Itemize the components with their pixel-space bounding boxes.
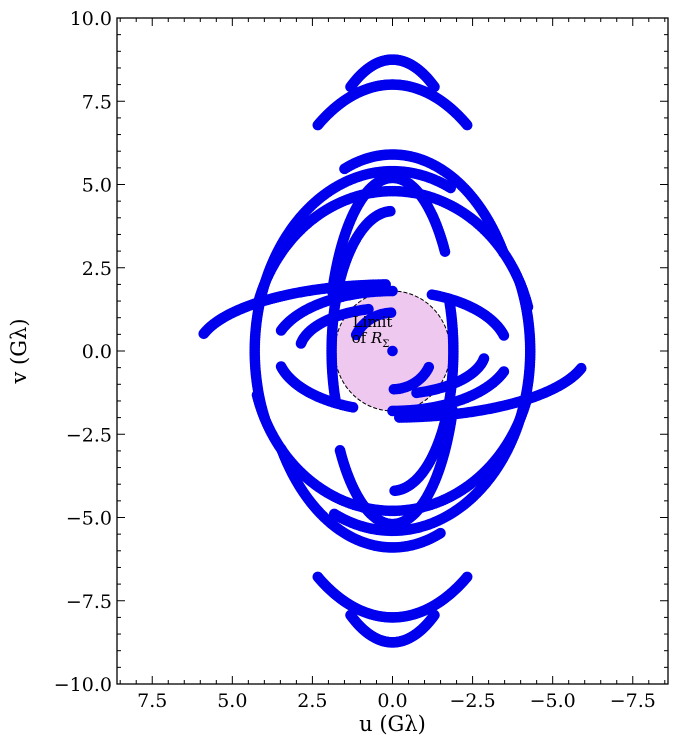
y-tick-label: 10.0 <box>70 8 112 30</box>
uv-point <box>345 81 356 93</box>
x-tick-label: 5.0 <box>217 690 247 712</box>
uv-point <box>387 345 398 357</box>
x-tick-label: −7.5 <box>610 690 656 712</box>
y-tick-label: −2.5 <box>66 424 112 446</box>
y-tick-label: −10.0 <box>54 674 112 696</box>
uv-point <box>275 325 287 336</box>
y-axis-label: v (Gλ) <box>7 318 31 384</box>
uv-point <box>295 338 307 349</box>
y-tick-label: 7.5 <box>82 91 112 113</box>
uv-point <box>312 119 324 131</box>
y-tick-label: 5.0 <box>82 175 112 197</box>
uv-point <box>575 362 587 374</box>
x-axis-label: u (Gλ) <box>359 712 426 736</box>
y-tick-label: 0.0 <box>82 341 112 363</box>
annotation-symbol: R <box>370 329 382 347</box>
uv-point <box>429 609 440 621</box>
uv-point <box>444 297 455 309</box>
x-tick-label: 2.5 <box>297 690 327 712</box>
x-tick-label: 0.0 <box>377 690 407 712</box>
annotation-of: of <box>352 329 371 347</box>
uv-point <box>198 328 210 340</box>
uv-point <box>350 329 362 341</box>
uv-point <box>498 366 510 377</box>
uv-point <box>478 353 490 364</box>
y-tick-label: 2.5 <box>82 258 112 280</box>
uv-point <box>435 527 446 539</box>
annotation-line1: Limit <box>353 313 393 331</box>
annotation-subscript: Σ <box>382 339 389 350</box>
x-tick-label: −2.5 <box>450 690 496 712</box>
uv-points <box>198 54 587 648</box>
uv-point <box>514 278 526 289</box>
axis-ticks: 7.5 5.0 2.5 0.0 −2.5 −5.0 −7.5 10.0 7.5 5.0 2.5 0.0… <box>54 8 668 712</box>
y-tick-label: −7.5 <box>66 591 112 613</box>
x-tick-label: −5.0 <box>530 690 576 712</box>
annotation-line2: of RΣ <box>352 329 390 350</box>
y-tick-label: −5.0 <box>66 508 112 530</box>
limit-annotation: Limit of RΣ <box>352 313 393 350</box>
uv-point <box>339 163 350 175</box>
uv-point <box>461 571 473 583</box>
uv-point <box>426 289 438 300</box>
uv-point <box>347 402 359 413</box>
x-tick-label: 7.5 <box>137 690 167 712</box>
uv-point <box>423 361 435 373</box>
